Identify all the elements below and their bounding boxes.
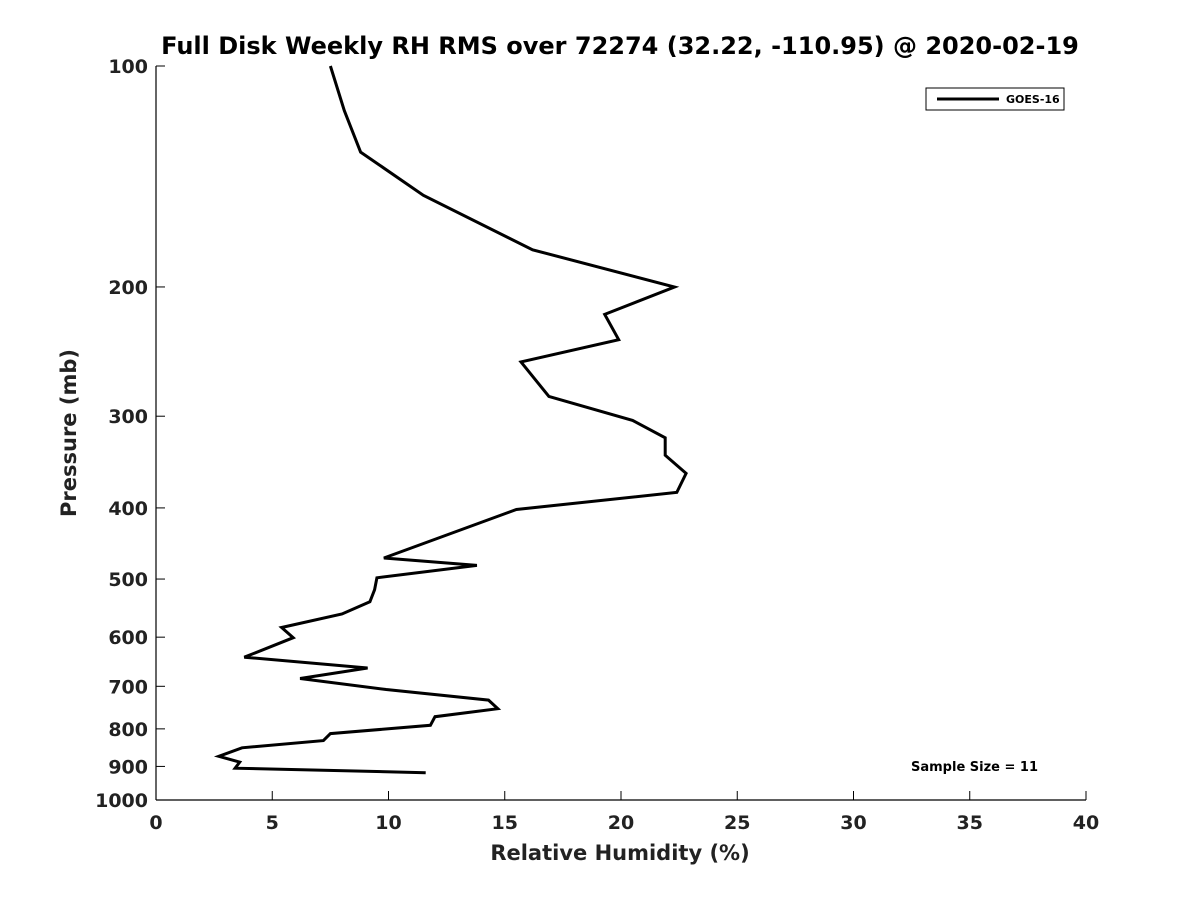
y-tick-label: 1000 bbox=[95, 790, 148, 812]
x-tick-label: 10 bbox=[375, 812, 401, 834]
x-tick-label: 5 bbox=[266, 812, 279, 834]
series-line-goes-16 bbox=[213, 65, 688, 775]
y-tick-label: 400 bbox=[108, 498, 148, 520]
plot-area bbox=[213, 65, 688, 775]
x-tick-label: 25 bbox=[724, 812, 750, 834]
x-tick-label: 15 bbox=[492, 812, 518, 834]
y-tick-label: 300 bbox=[108, 406, 148, 428]
chart-title: Full Disk Weekly RH RMS over 72274 (32.2… bbox=[161, 32, 1079, 60]
y-tick-label: 200 bbox=[108, 277, 148, 299]
y-tick-label: 900 bbox=[108, 756, 148, 778]
y-tick-label: 100 bbox=[108, 56, 148, 78]
y-axis-ticks: 100 200 300 400 500 600 700 800 900 1000 bbox=[95, 56, 165, 812]
sample-size-annotation: Sample Size = 11 bbox=[911, 760, 1038, 775]
x-axis-ticks: 0 5 10 15 20 25 30 35 40 bbox=[149, 791, 1099, 834]
y-tick-label: 600 bbox=[108, 627, 148, 649]
y-axis-title: Pressure (mb) bbox=[57, 349, 81, 517]
x-tick-label: 0 bbox=[149, 812, 162, 834]
legend-label-goes-16: GOES-16 bbox=[1006, 93, 1060, 106]
x-axis-title: Relative Humidity (%) bbox=[490, 841, 749, 865]
y-tick-label: 500 bbox=[108, 569, 148, 591]
y-tick-label: 700 bbox=[108, 676, 148, 698]
x-tick-label: 35 bbox=[957, 812, 983, 834]
legend: GOES-16 bbox=[925, 87, 1065, 111]
x-tick-label: 40 bbox=[1073, 812, 1099, 834]
y-tick-label: 800 bbox=[108, 719, 148, 741]
x-tick-label: 20 bbox=[608, 812, 634, 834]
x-tick-label: 30 bbox=[840, 812, 866, 834]
